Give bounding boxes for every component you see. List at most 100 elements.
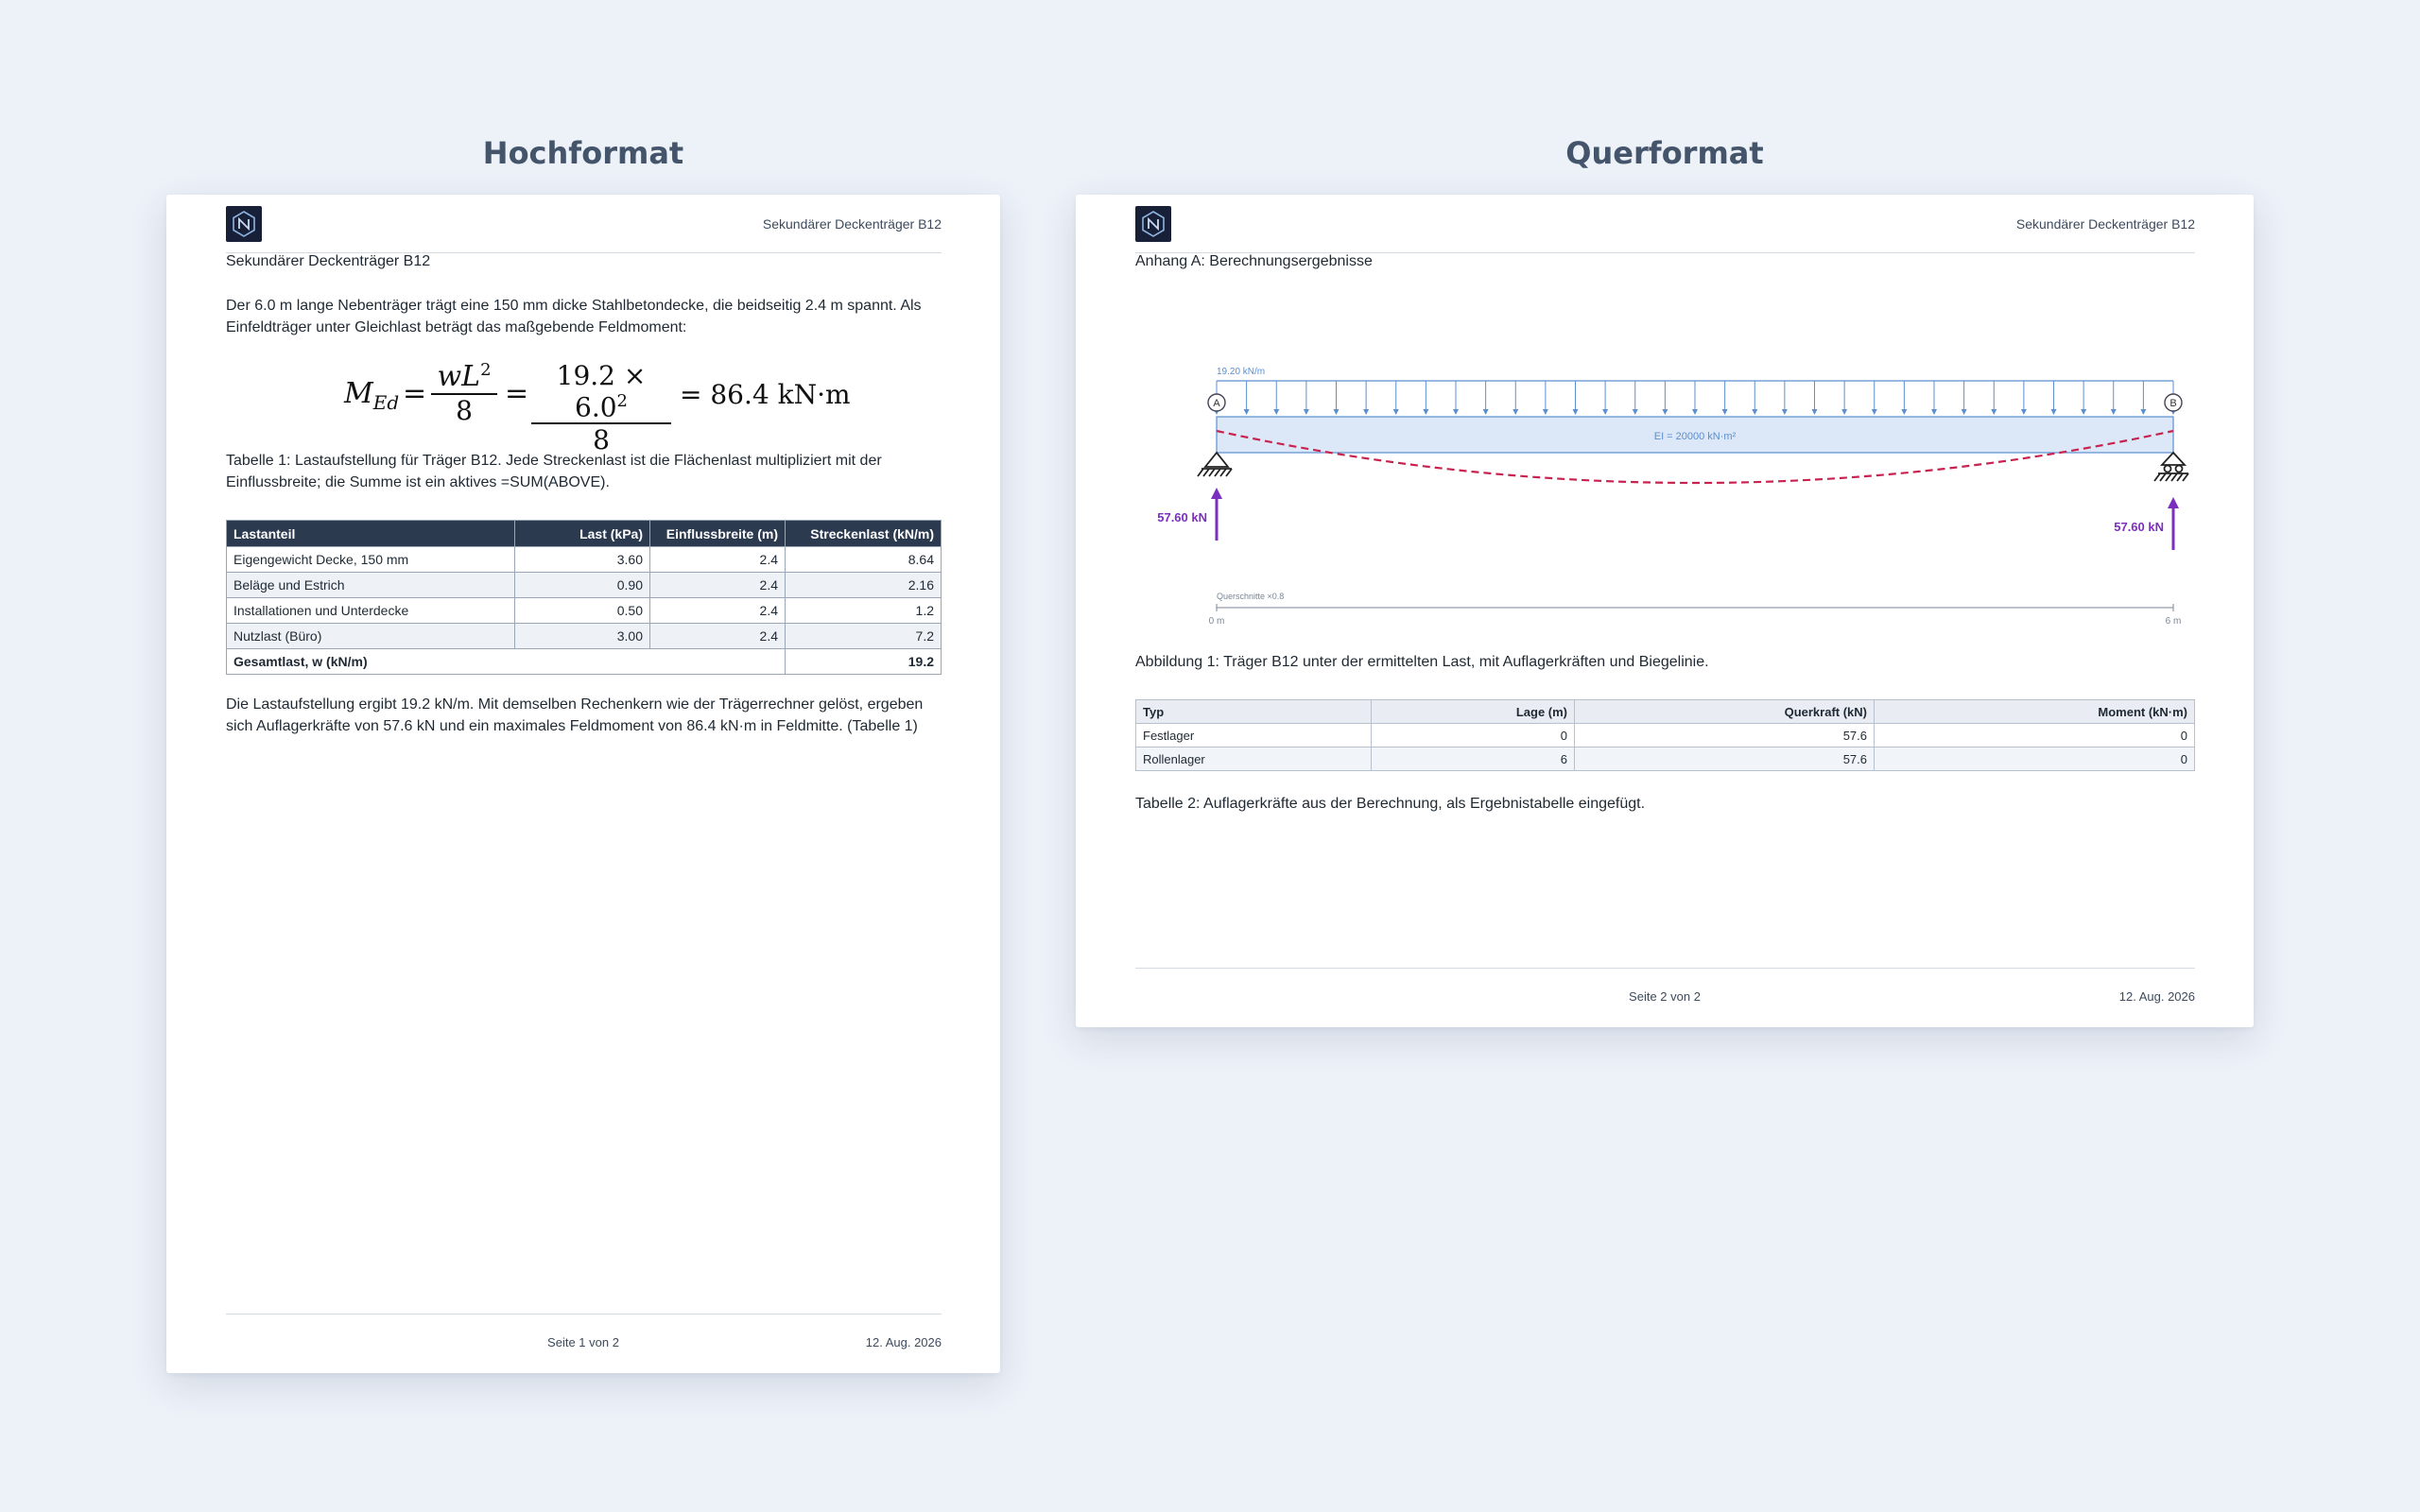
load-arrow (1333, 381, 1340, 415)
load-arrow (1841, 381, 1848, 415)
load-arrow (1781, 381, 1788, 415)
load-arrow (2140, 381, 2147, 415)
svg-text:A: A (1213, 398, 1220, 409)
cell: 2.4 (649, 572, 786, 598)
load-label: 19.20 kN/m (1217, 367, 1265, 377)
total-value: 19.2 (785, 648, 942, 675)
load-arrow (1752, 381, 1758, 415)
cell: 2.4 (649, 623, 786, 649)
cell: 0.90 (514, 572, 650, 598)
load-arrow (2081, 381, 2087, 415)
load-arrow (1423, 381, 1429, 415)
col-header: Querkraft (kN) (1574, 699, 1875, 724)
cell: 3.60 (514, 546, 650, 573)
load-arrow (1273, 381, 1280, 415)
scale-note: Querschnitte ×0.8 (1217, 592, 1284, 601)
footer-divider (1135, 968, 2195, 969)
header-doc-title: Sekundärer Deckenträger B12 (762, 216, 942, 232)
company-logo-icon (1135, 206, 1171, 242)
ei-label: EI = 20000 kN·m² (1654, 431, 1737, 442)
load-arrow (1303, 381, 1309, 415)
beam-body (1216, 416, 2174, 454)
table-row: Beläge und Estrich 0.90 2.4 2.16 (226, 572, 942, 598)
formula-eq2: = (505, 377, 529, 410)
header-doc-title: Sekundärer Deckenträger B12 (2015, 216, 2195, 232)
load-arrow (1572, 381, 1579, 415)
landscape-page: Sekundärer Deckenträger B12 Anhang A: Be… (1076, 195, 2254, 1027)
formula-result: = 86.4 kN·m (680, 379, 851, 410)
formula-eq1: = (403, 377, 427, 410)
cell: 1.2 (785, 597, 942, 624)
cell: Festlager (1135, 723, 1372, 747)
cell: 2.4 (649, 597, 786, 624)
cell: 8.64 (785, 546, 942, 573)
cell: 57.6 (1574, 747, 1875, 771)
cell: 2.4 (649, 546, 786, 573)
load-arrow (2020, 381, 2027, 415)
cell: 0.50 (514, 597, 650, 624)
load-table: Lastanteil Last (kPa) Einflussbreite (m)… (226, 520, 942, 675)
cell: Eigengewicht Decke, 150 mm (226, 546, 515, 573)
total-label: Gesamtlast, w (kN/m) (226, 648, 786, 675)
col-header: Lage (m) (1371, 699, 1575, 724)
cell: 0 (1874, 747, 2195, 771)
footer-page-number: Seite 2 von 2 (1629, 989, 1701, 1004)
support-a-node: A (1207, 393, 1226, 412)
load-arrow (1871, 381, 1877, 415)
table-row: Festlager 0 57.6 0 (1135, 723, 2195, 747)
conclusion-paragraph: Die Lastaufstellung ergibt 19.2 kN/m. Mi… (226, 696, 924, 734)
table-row: Rollenlager 6 57.6 0 (1135, 747, 2195, 771)
table-row: Nutzlast (Büro) 3.00 2.4 7.2 (226, 623, 942, 649)
col-header: Moment (kN·m) (1874, 699, 2195, 724)
footer-date: 12. Aug. 2026 (865, 1335, 942, 1349)
moment-formula: MEd = wL2 8 = 19.2 × 6.02 8 = 86.4 kN·m (344, 360, 949, 455)
load-arrow (1453, 381, 1459, 415)
col-header: Streckenlast (kN/m) (785, 520, 942, 547)
load-arrow (1991, 381, 1997, 415)
load-arrow (1901, 381, 1908, 415)
total-row: Gesamtlast, w (kN/m) 19.2 (226, 648, 942, 675)
cell: Installationen und Unterdecke (226, 597, 515, 624)
cell: 0 (1874, 723, 2195, 747)
cell: Rollenlager (1135, 747, 1372, 771)
formula-lhs: MEd (344, 377, 400, 414)
formula-fraction-numeric: 19.2 × 6.02 8 (531, 360, 671, 455)
beam-diagram: 19.20 kN/m EI = 20000 kN·m² A B (1157, 367, 2189, 627)
header-divider (226, 252, 942, 253)
table1-caption: Tabelle 1: Lastaufstellung für Träger B1… (226, 453, 882, 490)
load-arrow (1692, 381, 1698, 415)
table2-caption: Tabelle 2: Auflagerkräfte aus der Berech… (1135, 796, 1646, 812)
reactions-table: Typ Lage (m) Querkraft (kN) Moment (kN·m… (1135, 699, 2195, 771)
load-arrow (1482, 381, 1489, 415)
axis-end-label: 6 m (2166, 616, 2182, 627)
portrait-label: Hochformat (482, 135, 684, 171)
section-title: Anhang A: Berechnungsergebnisse (1135, 253, 1373, 269)
cell: 3.00 (514, 623, 650, 649)
load-arrow (1662, 381, 1668, 415)
load-arrow (1721, 381, 1728, 415)
cell: 0 (1371, 723, 1575, 747)
intro-paragraph: Der 6.0 m lange Nebenträger trägt eine 1… (226, 298, 922, 335)
portrait-page: Sekundärer Deckenträger B12 Sekundärer D… (166, 195, 1000, 1373)
cell: 6 (1371, 747, 1575, 771)
support-b-node: B (2164, 393, 2183, 412)
roller-support-icon (2153, 451, 2189, 482)
load-arrow (1961, 381, 1967, 415)
deflection-curve (1216, 429, 2174, 485)
svg-text:B: B (2169, 398, 2176, 409)
load-arrow (1632, 381, 1638, 415)
load-arrows (1214, 381, 2176, 415)
col-header: Einflussbreite (m) (649, 520, 786, 547)
cell: Beläge und Estrich (226, 572, 515, 598)
header-divider (1135, 252, 2195, 253)
reaction-label-left: 57.60 kN (1157, 510, 1207, 524)
col-header: Lastanteil (226, 520, 515, 547)
load-arrow (1363, 381, 1370, 415)
load-arrow (1243, 381, 1250, 415)
table-row: Installationen und Unterdecke 0.50 2.4 1… (226, 597, 942, 624)
landscape-label: Querformat (1565, 135, 1764, 171)
company-logo-icon (226, 206, 262, 242)
load-arrow (1542, 381, 1548, 415)
cell: 7.2 (785, 623, 942, 649)
pinned-support-icon (1197, 451, 1233, 477)
